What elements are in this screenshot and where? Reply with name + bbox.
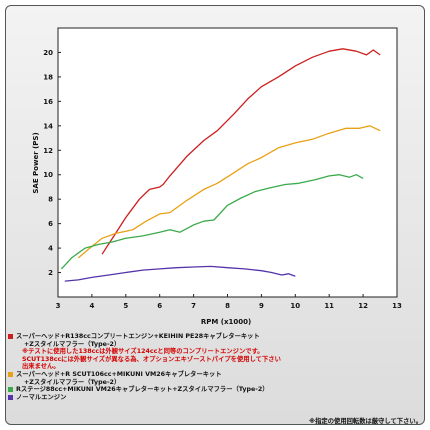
series-line-3 <box>60 174 364 270</box>
legend-swatch <box>8 394 13 400</box>
legend-text: Rステージ88cc+MIKUNI VM26キャブレターキット+Zスタイルマフラー… <box>16 386 269 394</box>
x-tick-label: 7 <box>191 302 196 310</box>
legend-swatch <box>8 387 13 393</box>
y-tick-label: 16 <box>43 98 53 106</box>
legend-item: Rステージ88cc+MIKUNI VM26キャブレターキット+Zスタイルマフラー… <box>8 386 422 394</box>
series-line-4 <box>64 265 296 282</box>
x-tick-label: 11 <box>324 302 334 310</box>
legend-text: スーパーヘッド+R SCUT106cc+MIKUNI VM26キャブレターキット <box>16 370 222 378</box>
x-tick-label: 12 <box>358 302 368 310</box>
y-tick-label: 18 <box>43 73 53 81</box>
y-tick-label: 14 <box>43 122 53 130</box>
series-line-1 <box>101 48 381 255</box>
footnote: ※指定の使用回転数は厳守して下さい。 <box>309 418 422 425</box>
legend-note: 出来ません。 <box>22 363 60 371</box>
y-tick-label: 4 <box>48 245 53 253</box>
x-tick-label: 6 <box>157 302 162 310</box>
x-tick-label: 5 <box>123 302 128 310</box>
legend-note: ※テストに使用した138ccは外観サイズ124ccと同等のコンプリートエンジンで… <box>22 348 264 356</box>
x-tick-label: 4 <box>89 302 94 310</box>
legend-swatch <box>8 334 13 339</box>
y-tick-label: 10 <box>43 171 53 179</box>
legend-text: ノーマルエンジン <box>16 393 67 401</box>
x-tick-label: 10 <box>290 302 300 310</box>
legend-item: スーパーヘッド+R SCUT106cc+MIKUNI VM26キャブレターキット… <box>8 371 422 386</box>
x-axis-label: RPM (x1000) <box>201 318 251 326</box>
y-tick-label: 20 <box>43 49 53 57</box>
legend-text: +Zスタイルマフラー（Type-2） <box>24 340 121 348</box>
legend: スーパーヘッド+R138ccコンプリートエンジン+KEIHIN PE28キャブレ… <box>8 333 422 401</box>
x-tick-label: 9 <box>259 302 264 310</box>
legend-text: スーパーヘッド+R138ccコンプリートエンジン+KEIHIN PE28キャブレ… <box>16 333 260 340</box>
series-line-2 <box>77 125 381 259</box>
legend-note: SCUT138ccには外観サイズが異なる為、オプションエキゾーストパイプを使用し… <box>22 355 281 363</box>
legend-item: スーパーヘッド+R138ccコンプリートエンジン+KEIHIN PE28キャブレ… <box>8 333 422 371</box>
x-tick-label: 13 <box>392 302 402 310</box>
legend-swatch <box>8 371 13 377</box>
legend-text: +Zスタイルマフラー（Type-2） <box>24 378 121 386</box>
plot-area <box>57 27 398 298</box>
y-tick-label: 2 <box>48 269 53 277</box>
y-tick-label: 12 <box>43 147 53 155</box>
x-tick-label: 8 <box>225 302 230 310</box>
x-tick-label: 3 <box>56 302 61 310</box>
y-axis-label: SAE Power (PS) <box>32 132 40 193</box>
y-tick-label: 8 <box>48 196 53 204</box>
legend-item: ノーマルエンジン <box>8 394 422 402</box>
y-tick-label: 6 <box>48 220 53 228</box>
